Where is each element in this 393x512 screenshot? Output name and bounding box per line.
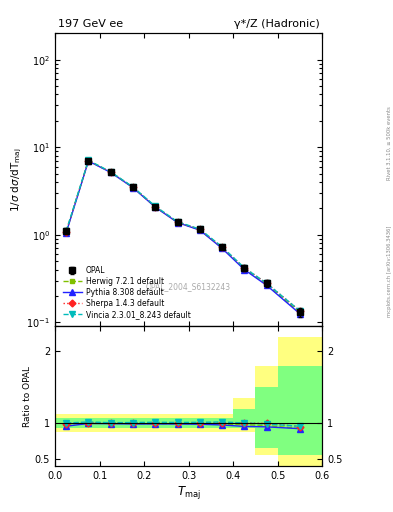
Herwig 7.2.1 default bbox=[264, 282, 269, 288]
Legend: OPAL, Herwig 7.2.1 default, Pythia 8.308 default, Sherpa 1.4.3 default, Vincia 2: OPAL, Herwig 7.2.1 default, Pythia 8.308… bbox=[61, 265, 192, 320]
Y-axis label: 1/$\sigma$ d$\sigma$/dT$_\mathrm{maj}$: 1/$\sigma$ d$\sigma$/dT$_\mathrm{maj}$ bbox=[9, 147, 24, 212]
Pythia 8.308 default bbox=[153, 204, 158, 210]
X-axis label: $T_\mathrm{maj}$: $T_\mathrm{maj}$ bbox=[177, 483, 200, 501]
Herwig 7.2.1 default bbox=[108, 169, 113, 175]
Pythia 8.308 default bbox=[130, 185, 135, 191]
Sherpa 1.4.3 default bbox=[220, 244, 224, 250]
Herwig 7.2.1 default bbox=[242, 266, 247, 272]
Line: Sherpa 1.4.3 default: Sherpa 1.4.3 default bbox=[64, 158, 303, 313]
Herwig 7.2.1 default bbox=[64, 229, 68, 235]
Herwig 7.2.1 default bbox=[220, 245, 224, 251]
Sherpa 1.4.3 default bbox=[153, 203, 158, 209]
Sherpa 1.4.3 default bbox=[175, 219, 180, 225]
Vincia 2.3.01_8.243 default bbox=[197, 226, 202, 232]
Herwig 7.2.1 default bbox=[197, 227, 202, 233]
Y-axis label: Ratio to OPAL: Ratio to OPAL bbox=[23, 366, 32, 426]
Sherpa 1.4.3 default bbox=[130, 184, 135, 190]
Sherpa 1.4.3 default bbox=[197, 226, 202, 232]
Vincia 2.3.01_8.243 default bbox=[86, 157, 91, 163]
Herwig 7.2.1 default bbox=[86, 157, 91, 163]
Text: Rivet 3.1.10, ≥ 500k events: Rivet 3.1.10, ≥ 500k events bbox=[387, 106, 392, 180]
Vincia 2.3.01_8.243 default bbox=[220, 244, 224, 250]
Line: Pythia 8.308 default: Pythia 8.308 default bbox=[63, 158, 303, 316]
Vincia 2.3.01_8.243 default bbox=[175, 219, 180, 225]
Pythia 8.308 default bbox=[175, 220, 180, 226]
Herwig 7.2.1 default bbox=[153, 204, 158, 210]
Vincia 2.3.01_8.243 default bbox=[298, 308, 302, 314]
Vincia 2.3.01_8.243 default bbox=[242, 265, 247, 271]
Pythia 8.308 default bbox=[197, 227, 202, 233]
Herwig 7.2.1 default bbox=[175, 219, 180, 225]
Line: Herwig 7.2.1 default: Herwig 7.2.1 default bbox=[64, 158, 303, 315]
Vincia 2.3.01_8.243 default bbox=[64, 228, 68, 234]
Pythia 8.308 default bbox=[220, 245, 224, 251]
Pythia 8.308 default bbox=[64, 230, 68, 236]
Pythia 8.308 default bbox=[242, 267, 247, 273]
Line: Vincia 2.3.01_8.243 default: Vincia 2.3.01_8.243 default bbox=[63, 158, 303, 314]
Vincia 2.3.01_8.243 default bbox=[130, 184, 135, 190]
Sherpa 1.4.3 default bbox=[264, 280, 269, 286]
Sherpa 1.4.3 default bbox=[64, 228, 68, 234]
Pythia 8.308 default bbox=[298, 311, 302, 317]
Text: mcplots.cern.ch [arXiv:1306.3436]: mcplots.cern.ch [arXiv:1306.3436] bbox=[387, 226, 392, 317]
Text: γ*/Z (Hadronic): γ*/Z (Hadronic) bbox=[234, 19, 320, 29]
Vincia 2.3.01_8.243 default bbox=[153, 203, 158, 209]
Herwig 7.2.1 default bbox=[298, 309, 302, 315]
Vincia 2.3.01_8.243 default bbox=[108, 169, 113, 175]
Vincia 2.3.01_8.243 default bbox=[264, 280, 269, 286]
Pythia 8.308 default bbox=[108, 169, 113, 176]
Sherpa 1.4.3 default bbox=[242, 265, 247, 271]
Text: 197 GeV ee: 197 GeV ee bbox=[58, 19, 123, 29]
Pythia 8.308 default bbox=[86, 158, 91, 164]
Sherpa 1.4.3 default bbox=[108, 169, 113, 175]
Sherpa 1.4.3 default bbox=[86, 158, 91, 164]
Pythia 8.308 default bbox=[264, 282, 269, 288]
Text: OPAL_2004_S6132243: OPAL_2004_S6132243 bbox=[146, 282, 231, 291]
Herwig 7.2.1 default bbox=[130, 184, 135, 190]
Sherpa 1.4.3 default bbox=[298, 308, 302, 314]
